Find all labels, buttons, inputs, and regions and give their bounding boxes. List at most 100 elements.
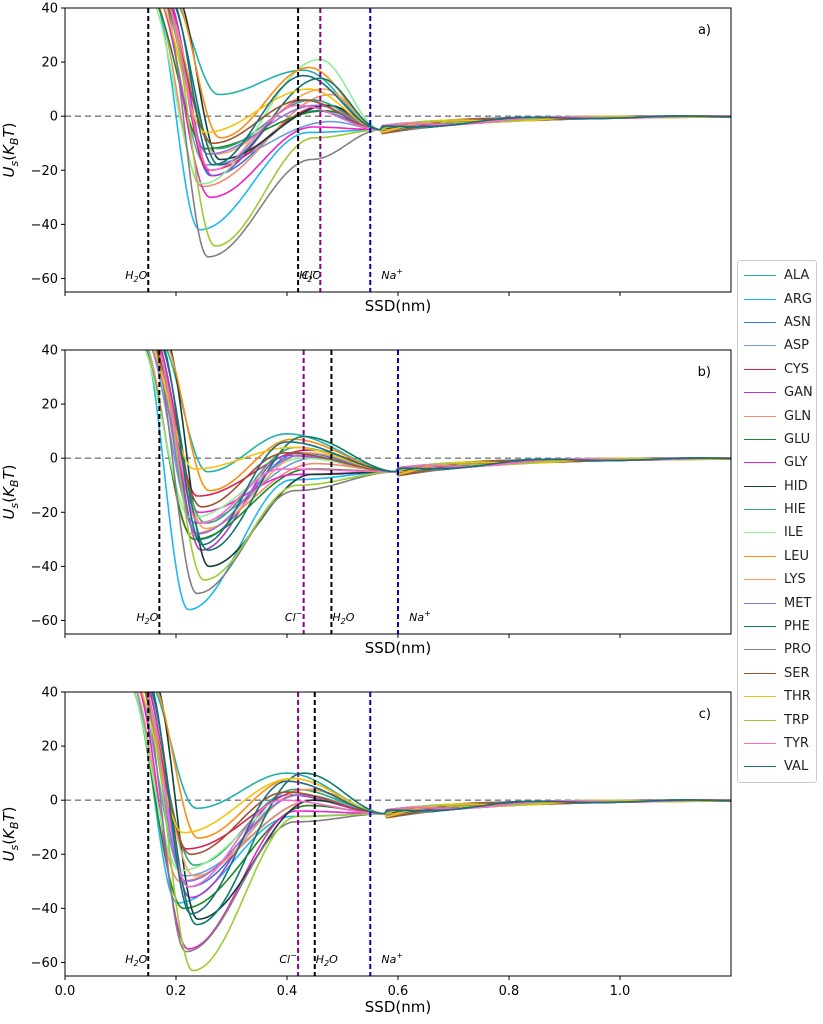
vline-label-cl: Cl−: [285, 609, 302, 624]
curves: [133, 692, 731, 972]
y-tick-label: −40: [31, 218, 58, 233]
y-tick-label: 40: [41, 686, 58, 701]
vline-label-cl: Cl−: [302, 267, 319, 282]
legend-item-lys: LYS: [738, 568, 816, 591]
legend-swatch: [744, 298, 776, 300]
legend-label: VAL: [784, 759, 809, 775]
legend-swatch: [744, 275, 776, 277]
y-tick-label: 20: [41, 740, 58, 755]
y-tick-label: 20: [41, 398, 58, 413]
legend-swatch: [744, 602, 776, 604]
y-tick-label: −60: [31, 272, 58, 287]
y-axis-label: Us(KBT): [0, 123, 21, 178]
series-line-asp: [140, 692, 731, 877]
series-line-val: [152, 692, 731, 915]
y-axis-label: Us(KBT): [0, 465, 21, 520]
legend-swatch: [744, 509, 776, 511]
legend-item-asp: ASP: [738, 334, 816, 357]
y-tick-label: 0: [50, 110, 58, 125]
legend-label: TYR: [784, 736, 809, 751]
series-line-ser: [156, 350, 731, 508]
curves: [155, 8, 731, 258]
legend-item-pro: PRO: [738, 638, 816, 661]
x-axis-label: SSD(nm): [365, 297, 431, 315]
legend-swatch: [744, 485, 776, 487]
series-line-asn: [146, 692, 731, 888]
panel-label: c): [699, 707, 711, 722]
legend-item-gln: GLN: [738, 404, 816, 427]
legend-label: ASP: [784, 338, 809, 354]
x-tick-label: 0.4: [277, 984, 298, 999]
series-line-phe: [162, 350, 731, 551]
series-line-lys: [145, 692, 731, 877]
y-axis-label: Us(KBT): [0, 807, 21, 862]
series-line-cys: [148, 692, 731, 850]
vline-label-h2o: H2O: [299, 269, 321, 284]
y-tick-label: −60: [31, 956, 58, 971]
x-tick-label: 0.0: [55, 984, 76, 999]
y-tick-label: 20: [41, 56, 58, 71]
x-tick-label: 0.2: [166, 984, 187, 999]
series-line-ile: [144, 350, 731, 519]
panel-b: H2O Cl− H2O Na+ 40 20 0 −20 −40 −60 SSD(nm) Us(KBT)…: [0, 344, 732, 657]
series-line-gly: [139, 692, 731, 950]
vline-label-na: Na+: [381, 951, 403, 966]
series-line-ile: [133, 692, 731, 872]
series-line-leu: [168, 350, 731, 492]
legend-label: MET: [784, 595, 812, 611]
x-tick-label: 0.6: [388, 984, 409, 999]
legend-label: PRO: [784, 642, 812, 658]
legend-label: GLY: [784, 455, 808, 471]
series-line-ser: [144, 692, 731, 856]
legend-swatch: [744, 345, 776, 347]
legend-swatch: [744, 766, 776, 768]
vline-label-cl: Cl−: [279, 951, 296, 966]
legend-swatch: [744, 368, 776, 370]
plot-frame: [64, 7, 732, 293]
series-line-phe: [151, 692, 731, 926]
y-tick-label: −60: [31, 614, 58, 629]
series-line-pro: [144, 692, 731, 953]
series-line-arg: [136, 692, 731, 904]
x-axis-label: SSD(nm): [365, 998, 431, 1016]
legend-item-ile: ILE: [738, 521, 816, 544]
y-tick-label: 40: [41, 344, 58, 359]
series-line-ala: [166, 350, 731, 473]
series-line-ala: [155, 692, 731, 815]
y-tick-label: −20: [31, 506, 58, 521]
legend-swatch: [744, 696, 776, 698]
y-tick-label: −20: [31, 848, 58, 863]
vline-label-h2o: H2O: [316, 953, 338, 968]
panel-c: H2O Cl− H2O Na+ 40 20 0 −20 −40 −60 0.0 0.2 0.4 0.6 0.…: [0, 686, 732, 1016]
legend-item-tyr: TYR: [738, 732, 816, 755]
legend-label: ALA: [784, 268, 810, 284]
legend-swatch: [744, 415, 776, 417]
series-line-thr: [163, 8, 731, 134]
x-tick-label: 1.0: [610, 984, 631, 999]
y-tick-label: −40: [31, 902, 58, 917]
series-line-gln: [136, 692, 731, 883]
y-tick-label: 0: [50, 794, 58, 809]
vline-label-h2o: H2O: [125, 953, 147, 968]
vline-label-na: Na+: [409, 609, 431, 624]
legend-swatch: [744, 743, 776, 744]
series-line-thr: [141, 692, 731, 834]
legend-swatch: [744, 649, 776, 651]
series-line-tyr: [146, 692, 731, 888]
legend-label: ARG: [784, 291, 812, 307]
legend-label: GLN: [784, 408, 812, 424]
series-line-hie: [156, 350, 731, 524]
legend-label: HID: [784, 478, 808, 494]
series-line-hid: [158, 692, 731, 921]
legend-label: HIE: [784, 502, 806, 518]
legend-swatch: [744, 626, 776, 628]
legend-label: THR: [784, 689, 811, 705]
curves: [144, 350, 731, 611]
series-line-gly: [152, 350, 731, 514]
y-tick-label: 40: [41, 2, 58, 17]
legend-item-hid: HID: [738, 475, 816, 498]
legend-label: PHE: [784, 619, 810, 635]
vline-label-h2o: H2O: [136, 611, 158, 626]
legend-label: ILE: [784, 525, 804, 541]
